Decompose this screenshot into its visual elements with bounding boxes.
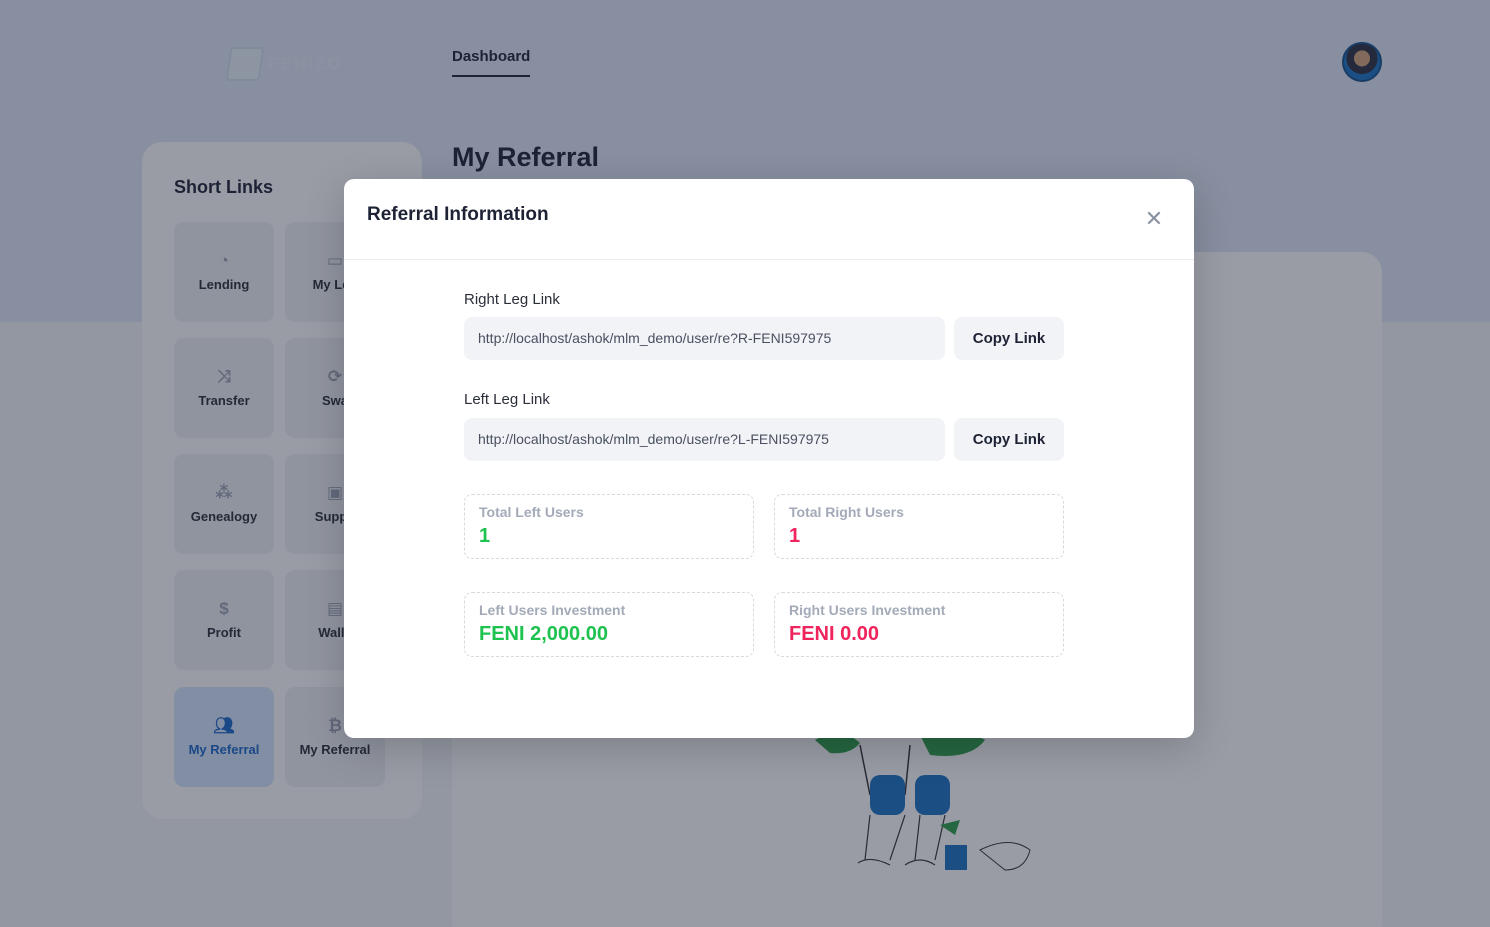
- logo-text: FENIZO: [268, 54, 343, 73]
- stat-label: Left Users Investment: [479, 602, 626, 618]
- total-left-users-card: Total Left Users 1: [464, 494, 754, 559]
- stat-value: FENI 2,000.00: [479, 623, 608, 645]
- top-header: FENIZO Dashboard: [0, 0, 1490, 110]
- total-right-users-card: Total Right Users 1: [774, 494, 1064, 559]
- support-24-icon: ▣: [326, 483, 344, 502]
- tree-icon: ⁂: [215, 483, 233, 502]
- tile-my-referral-active[interactable]: 👥︎ My Referral: [174, 687, 274, 787]
- tile-label: Profit: [207, 625, 241, 640]
- left-leg-link-input[interactable]: http://localhost/ashok/mlm_demo/user/re?…: [464, 418, 945, 461]
- copy-left-link-button[interactable]: Copy Link: [954, 418, 1064, 461]
- short-links-title: Short Links: [174, 177, 274, 197]
- right-leg-link-label: Right Leg Link: [464, 291, 560, 308]
- stat-value: 1: [479, 525, 491, 547]
- tile-lending[interactable]: ◔ Lending: [174, 222, 274, 322]
- referral-information-modal: Referral Information ✕ Right Leg Link ht…: [344, 179, 1194, 738]
- right-users-investment-card: Right Users Investment FENI 0.00: [774, 592, 1064, 657]
- stat-label: Right Users Investment: [789, 602, 946, 618]
- left-leg-link-label: Left Leg Link: [464, 391, 550, 408]
- tile-label: Genealogy: [190, 509, 258, 524]
- refresh-icon: ⟳: [327, 367, 343, 386]
- left-users-investment-card: Left Users Investment FENI 2,000.00: [464, 592, 754, 657]
- illustration-image: [815, 731, 1031, 871]
- users-icon: 👥︎: [213, 716, 235, 735]
- tile-transfer[interactable]: ⤨ Transfer: [174, 338, 274, 438]
- card-icon: ▭: [326, 251, 344, 270]
- tile-label: Swa: [321, 393, 348, 408]
- tile-genealogy[interactable]: ⁂ Genealogy: [174, 454, 274, 554]
- stat-value: 1: [789, 525, 801, 547]
- stat-label: Total Right Users: [789, 504, 904, 520]
- user-avatar[interactable]: [1342, 42, 1382, 82]
- stat-value: FENI 0.00: [789, 623, 880, 645]
- tile-label: My Referral: [188, 742, 260, 757]
- nav-tab-dashboard[interactable]: Dashboard: [452, 48, 531, 77]
- wallet-icon: ▤: [326, 599, 344, 618]
- logo[interactable]: FENIZO: [225, 44, 348, 84]
- tile-label: Lending: [198, 277, 250, 292]
- close-icon[interactable]: ✕: [1144, 206, 1164, 231]
- right-leg-link-input[interactable]: http://localhost/ashok/mlm_demo/user/re?…: [464, 317, 945, 360]
- modal-header: Referral Information ✕: [344, 179, 1194, 260]
- stat-label: Total Left Users: [479, 504, 584, 520]
- modal-title: Referral Information: [367, 204, 549, 225]
- page-title: My Referral: [452, 142, 600, 172]
- tile-profit[interactable]: $ Profit: [174, 570, 274, 670]
- pie-chart-icon: ◔: [218, 251, 230, 270]
- copy-right-link-button[interactable]: Copy Link: [954, 317, 1064, 360]
- bitcoin-icon: ₿: [328, 716, 342, 735]
- tile-label: Transfer: [198, 393, 250, 408]
- tile-label: Walle: [318, 625, 352, 640]
- tile-label: My Referral: [299, 742, 371, 757]
- shuffle-icon: ⤨: [217, 367, 231, 386]
- dollar-icon: $: [219, 599, 229, 618]
